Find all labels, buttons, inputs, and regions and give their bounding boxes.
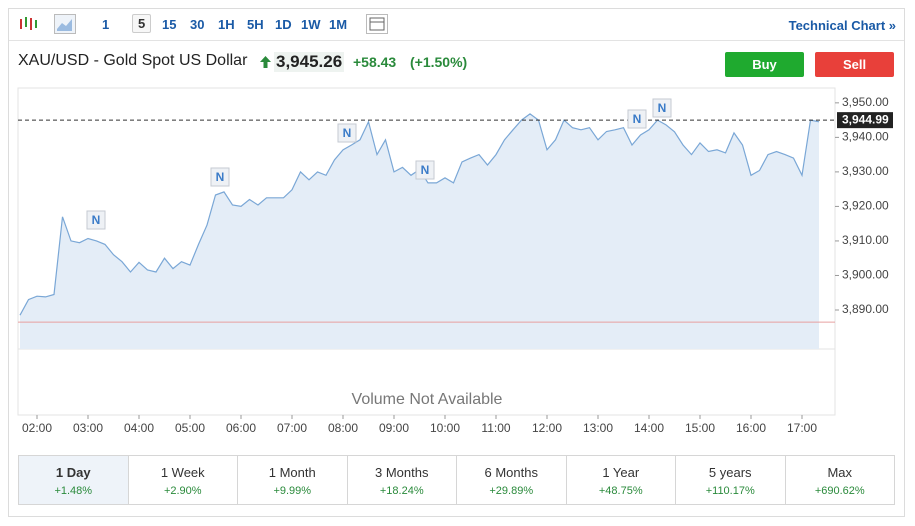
x-tick-label: 09:00 bbox=[379, 421, 409, 435]
price-area bbox=[20, 113, 819, 350]
x-tick-label: 12:00 bbox=[532, 421, 562, 435]
y-tick-label: 3,890.00 bbox=[842, 302, 889, 316]
y-tick-label: 3,920.00 bbox=[842, 199, 889, 213]
up-arrow bbox=[260, 56, 271, 68]
x-tick-label: 14:00 bbox=[634, 421, 664, 435]
news-marker[interactable] bbox=[627, 109, 647, 129]
news-marker-label: N bbox=[216, 170, 225, 184]
period-change: +110.17% bbox=[705, 485, 755, 497]
news-marker-label: N bbox=[633, 112, 642, 126]
interval-button[interactable]: 15 bbox=[162, 17, 177, 32]
y-tick-label: 3,950.00 bbox=[842, 95, 889, 109]
interval-button[interactable]: 30 bbox=[190, 17, 205, 32]
news-marker[interactable] bbox=[415, 160, 435, 180]
period-label: 6 Months bbox=[484, 465, 538, 480]
period-change: +48.75% bbox=[598, 485, 643, 497]
period-cell[interactable]: Max +690.62% bbox=[784, 456, 895, 504]
widget-frame bbox=[8, 8, 905, 517]
period-label: 1 Day bbox=[55, 465, 91, 480]
period-cell[interactable]: 1 Day +1.48% bbox=[19, 456, 128, 504]
news-marker[interactable] bbox=[652, 98, 672, 118]
x-tick-label: 10:00 bbox=[430, 421, 460, 435]
sell-button[interactable]: Sell bbox=[815, 52, 894, 77]
x-tick-label: 04:00 bbox=[124, 421, 154, 435]
period-label: 3 Months bbox=[375, 465, 429, 480]
period-label: 1 Month bbox=[268, 465, 316, 480]
news-marker-label: N bbox=[343, 126, 352, 140]
x-tick-label: 02:00 bbox=[22, 421, 52, 435]
last-price-box bbox=[837, 112, 893, 129]
chart: Investing.com3,890.003,900.003,910.003,9… bbox=[17, 87, 893, 435]
period-cell[interactable]: 5 years +110.17% bbox=[675, 456, 785, 504]
interval-button[interactable]: 1D bbox=[275, 17, 292, 32]
plot-frame bbox=[17, 87, 836, 416]
y-tick-label: 3,930.00 bbox=[842, 164, 889, 178]
change-pct: (+1.50%) bbox=[410, 54, 468, 70]
price: 3,945.26 bbox=[274, 52, 345, 72]
interval-button[interactable]: 1W bbox=[301, 17, 321, 32]
interval-button[interactable]: 1M bbox=[329, 17, 348, 32]
period-change: +18.24% bbox=[379, 485, 424, 497]
y-tick-label: 3,900.00 bbox=[842, 268, 889, 282]
period-change: +690.62% bbox=[814, 485, 865, 497]
period-change: +29.89% bbox=[489, 485, 534, 497]
news-marker[interactable] bbox=[86, 210, 106, 230]
y-tick-label: 3,940.00 bbox=[842, 130, 889, 144]
x-tick-label: 05:00 bbox=[175, 421, 205, 435]
period-cell[interactable]: 6 Months +29.89% bbox=[456, 456, 566, 504]
period-cell[interactable]: 1 Year +48.75% bbox=[565, 456, 676, 504]
x-tick-label: 11:00 bbox=[481, 421, 510, 435]
y-tick-label: 3,910.00 bbox=[842, 233, 889, 247]
instrument-name: XAU/USD - Gold Spot US Dollar bbox=[18, 52, 248, 69]
change: +58.43 bbox=[353, 54, 397, 70]
period-change: +9.99% bbox=[273, 485, 312, 497]
period-label: 1 Year bbox=[602, 465, 640, 480]
x-tick-label: 17:00 bbox=[787, 421, 817, 435]
news-marker[interactable] bbox=[337, 123, 357, 143]
x-tick-label: 08:00 bbox=[328, 421, 358, 435]
candle-icon[interactable] bbox=[18, 15, 38, 33]
x-tick-label: 07:00 bbox=[277, 421, 307, 435]
period-change: +1.48% bbox=[54, 485, 93, 497]
area-icon[interactable] bbox=[54, 14, 76, 34]
period-cell[interactable]: 1 Month +9.99% bbox=[237, 456, 347, 504]
last-price-label: 3,944.99 bbox=[842, 112, 889, 126]
x-tick-label: 03:00 bbox=[73, 421, 103, 435]
x-tick-label: 16:00 bbox=[736, 421, 766, 435]
interval-button[interactable]: 1H bbox=[218, 17, 235, 32]
interval-button[interactable]: 5H bbox=[247, 17, 264, 32]
news-marker-label: N bbox=[92, 213, 101, 227]
news-marker-label: N bbox=[658, 101, 667, 115]
period-label: 5 years bbox=[708, 465, 752, 480]
period-table: 1 Day +1.48% 1 Week +2.90% 1 Month +9.99% 3 Mo… bbox=[18, 455, 895, 505]
period-change: +2.90% bbox=[163, 485, 202, 497]
x-tick-label: 13:00 bbox=[583, 421, 613, 435]
news-marker-label: N bbox=[421, 163, 430, 177]
news-marker[interactable] bbox=[210, 167, 230, 187]
period-cell[interactable]: 3 Months +18.24% bbox=[346, 456, 457, 504]
interval-button[interactable]: 1 bbox=[102, 17, 110, 32]
settings-icon[interactable] bbox=[366, 14, 388, 34]
period-cell[interactable]: 1 Week +2.90% bbox=[127, 456, 238, 504]
x-tick-label: 15:00 bbox=[685, 421, 715, 435]
volume-note: Volume Not Available bbox=[352, 391, 503, 408]
interval-button[interactable]: 5 bbox=[132, 14, 152, 33]
buy-button[interactable]: Buy bbox=[725, 52, 804, 77]
period-label: 1 Week bbox=[160, 465, 205, 480]
toolbar: 1 5 15 30 1H 5H 1D 1W 1M Technical Chart » bbox=[9, 9, 904, 41]
period-label: Max bbox=[827, 465, 853, 480]
technical-chart-link[interactable]: Technical Chart » bbox=[788, 18, 896, 33]
x-tick-label: 06:00 bbox=[226, 421, 256, 435]
